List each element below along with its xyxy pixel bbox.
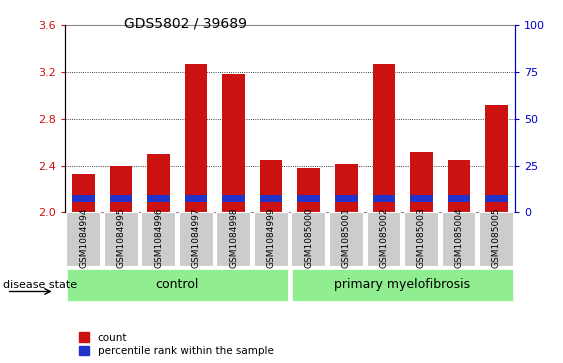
Bar xyxy=(485,195,508,202)
Text: GSM1084996: GSM1084996 xyxy=(154,207,163,268)
FancyBboxPatch shape xyxy=(104,212,137,266)
FancyBboxPatch shape xyxy=(179,212,213,266)
Text: GSM1084995: GSM1084995 xyxy=(117,207,126,268)
FancyBboxPatch shape xyxy=(66,269,288,301)
Bar xyxy=(148,195,170,202)
Bar xyxy=(222,195,245,202)
Text: GSM1085000: GSM1085000 xyxy=(304,207,313,268)
Bar xyxy=(260,160,283,212)
Bar xyxy=(148,154,170,212)
Bar xyxy=(110,195,132,202)
Text: GSM1085004: GSM1085004 xyxy=(454,207,463,268)
FancyBboxPatch shape xyxy=(292,212,325,266)
Bar xyxy=(110,166,132,212)
Text: GSM1084997: GSM1084997 xyxy=(191,207,200,268)
Text: primary myelofibrosis: primary myelofibrosis xyxy=(334,278,471,291)
Bar xyxy=(485,105,508,212)
Bar xyxy=(410,152,432,212)
Text: GSM1085002: GSM1085002 xyxy=(379,207,388,268)
Text: GSM1084994: GSM1084994 xyxy=(79,207,88,268)
FancyBboxPatch shape xyxy=(479,212,513,266)
Bar xyxy=(335,164,358,212)
FancyBboxPatch shape xyxy=(404,212,438,266)
Bar xyxy=(222,74,245,212)
Legend: count, percentile rank within the sample: count, percentile rank within the sample xyxy=(79,333,274,356)
Bar xyxy=(448,160,470,212)
Text: disease state: disease state xyxy=(3,280,77,290)
Text: GSM1084998: GSM1084998 xyxy=(229,207,238,268)
Text: control: control xyxy=(155,278,199,291)
Bar xyxy=(410,195,432,202)
FancyBboxPatch shape xyxy=(441,212,475,266)
FancyBboxPatch shape xyxy=(141,212,175,266)
FancyBboxPatch shape xyxy=(216,212,250,266)
Text: GDS5802 / 39689: GDS5802 / 39689 xyxy=(124,16,247,30)
Text: GSM1085001: GSM1085001 xyxy=(342,207,351,268)
Bar xyxy=(185,64,207,212)
Bar xyxy=(260,195,283,202)
Bar xyxy=(373,64,395,212)
Text: GSM1085005: GSM1085005 xyxy=(492,207,501,268)
Bar xyxy=(373,195,395,202)
Bar xyxy=(297,168,320,212)
Bar xyxy=(72,195,95,202)
Bar xyxy=(448,195,470,202)
FancyBboxPatch shape xyxy=(292,269,513,301)
FancyBboxPatch shape xyxy=(66,212,100,266)
FancyBboxPatch shape xyxy=(329,212,363,266)
Text: GSM1085003: GSM1085003 xyxy=(417,207,426,268)
Text: GSM1084999: GSM1084999 xyxy=(267,207,276,268)
Bar xyxy=(72,174,95,212)
FancyBboxPatch shape xyxy=(367,212,400,266)
FancyBboxPatch shape xyxy=(254,212,288,266)
Bar xyxy=(335,195,358,202)
Bar xyxy=(185,195,207,202)
Bar xyxy=(297,195,320,202)
